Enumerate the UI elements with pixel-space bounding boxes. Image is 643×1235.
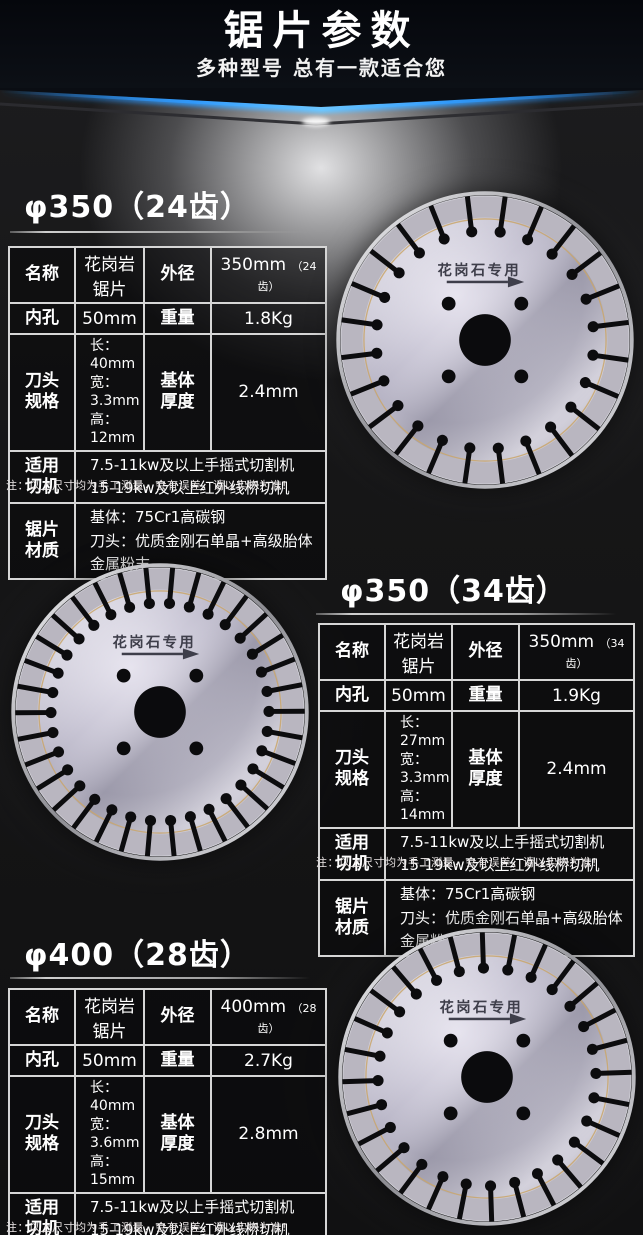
table-row: 名称 花岗岩锯片 外径 400mm （28齿）: [8, 988, 327, 1046]
thickness-label: 基体 厚度: [451, 710, 520, 829]
head-spec-values: 长：27mm 宽：3.3mm 高：14mm: [384, 710, 453, 829]
material-label: 锯片 材质: [8, 502, 76, 581]
thickness-value: 2.4mm: [210, 333, 327, 452]
name-label: 名称: [8, 246, 76, 304]
material-values: 基体：75Cr1高碳钢 刀头：优质金刚石单晶+高级胎体金属粉末: [74, 502, 327, 581]
table-row: 刀头 规格 长：27mm 宽：3.3mm 高：14mm 基体 厚度 2.4mm: [318, 710, 635, 829]
name-value: 花岗岩锯片: [74, 988, 145, 1046]
table-row: 适用 切机 7.5-11kw及以上手摇式切割机 15-19kw及以上红外线桥切机: [8, 1191, 327, 1235]
bore-label: 内孔: [8, 302, 76, 335]
section1-note: 注：以上尺寸均为手工测量，会有误差，请以实物为准!: [6, 479, 287, 492]
thickness-value: 2.8mm: [210, 1075, 327, 1194]
weight-label: 重量: [143, 1044, 212, 1077]
name-value: 花岗岩锯片: [74, 246, 145, 304]
name-label: 名称: [8, 988, 76, 1046]
material-label: 锯片 材质: [318, 879, 386, 958]
head-spec-values: 长：40mm 宽：3.6mm 高：15mm: [74, 1075, 145, 1194]
bore-value: 50mm: [384, 679, 453, 712]
table-row: 刀头 规格 长：40mm 宽：3.3mm 高：12mm 基体 厚度 2.4mm: [8, 333, 327, 452]
page-title: 锯片参数: [223, 8, 420, 54]
table-row: 内孔 50mm 重量 1.9Kg: [318, 679, 635, 712]
table-row: 适用 切机 7.5-11kw及以上手摇式切割机 15-19kw及以上红外线桥切机: [8, 449, 327, 505]
outer-diameter-label: 外径: [143, 246, 212, 304]
table-row: 适用 切机 7.5-11kw及以上手摇式切割机 15-19kw及以上红外线桥切机: [318, 826, 635, 882]
saw-blade-image-350-24: 花岗石专用: [332, 187, 638, 493]
section3-heading: φ400（28齿）: [24, 938, 251, 973]
section1-heading-underline: [10, 231, 310, 233]
section1-heading: φ350（24齿）: [24, 190, 251, 225]
weight-value: 1.8Kg: [210, 302, 327, 335]
section2-spec-table: 名称 花岗岩锯片 外径 350mm （34齿） 内孔 50mm 重量 1.9Kg…: [318, 623, 635, 958]
head-spec-label: 刀头 规格: [8, 1075, 76, 1194]
machine-values: 7.5-11kw及以上手摇式切割机 15-19kw及以上红外线桥切机: [384, 826, 635, 882]
weight-label: 重量: [143, 302, 212, 335]
machine-values: 7.5-11kw及以上手摇式切割机 15-19kw及以上红外线桥切机: [74, 1191, 327, 1235]
bore-label: 内孔: [8, 1044, 76, 1077]
table-row: 内孔 50mm 重量 1.8Kg: [8, 302, 327, 335]
section3-spec-table: 名称 花岗岩锯片 外径 400mm （28齿） 内孔 50mm 重量 2.7Kg…: [8, 988, 327, 1235]
teeth-suffix: （28齿）: [257, 1002, 317, 1035]
svg-text:花岗石专用: 花岗石专用: [112, 633, 196, 651]
saw-blade-image-400-28: 花岗石专用: [334, 924, 640, 1230]
page-subtitle: 多种型号 总有一款适合您: [196, 56, 447, 80]
thickness-label: 基体 厚度: [143, 333, 212, 452]
machine-label: 适用 切机: [8, 449, 76, 505]
machine-label: 适用 切机: [8, 1191, 76, 1235]
table-row: 名称 花岗岩锯片 外径 350mm （24齿）: [8, 246, 327, 304]
name-value: 花岗岩锯片: [384, 623, 453, 681]
weight-label: 重量: [451, 679, 520, 712]
weight-value: 2.7Kg: [210, 1044, 327, 1077]
page-header: 锯片参数 多种型号 总有一款适合您: [0, 0, 643, 88]
head-spec-values: 长：40mm 宽：3.3mm 高：12mm: [74, 333, 145, 452]
bore-value: 50mm: [74, 1044, 145, 1077]
bore-label: 内孔: [318, 679, 386, 712]
table-row: 锯片 材质 基体：75Cr1高碳钢 刀头：优质金刚石单晶+高级胎体金属粉末: [8, 502, 327, 581]
outer-diameter-value: 350mm （24齿）: [210, 246, 327, 304]
svg-text:花岗石专用: 花岗石专用: [439, 998, 523, 1016]
thickness-label: 基体 厚度: [143, 1075, 212, 1194]
bore-value: 50mm: [74, 302, 145, 335]
table-row: 名称 花岗岩锯片 外径 350mm （34齿）: [318, 623, 635, 681]
section2-heading: φ350（34齿）: [340, 574, 567, 609]
outer-diameter-label: 外径: [451, 623, 520, 681]
section2-note: 注：以上尺寸均为手工测量，会有误差，请以实物为准!: [316, 856, 597, 869]
section3-note: 注：以上尺寸均为手工测量，会有误差，请以实物为准!: [6, 1221, 287, 1234]
chevron-divider-decoration: [0, 88, 643, 127]
table-row: 刀头 规格 长：40mm 宽：3.6mm 高：15mm 基体 厚度 2.8mm: [8, 1075, 327, 1194]
outer-diameter-value: 400mm （28齿）: [210, 988, 327, 1046]
svg-text:花岗石专用: 花岗石专用: [437, 261, 521, 279]
outer-diameter-label: 外径: [143, 988, 212, 1046]
section1-spec-table: 名称 花岗岩锯片 外径 350mm （24齿） 内孔 50mm 重量 1.8Kg…: [8, 246, 327, 581]
head-spec-label: 刀头 规格: [318, 710, 386, 829]
thickness-value: 2.4mm: [518, 710, 635, 829]
outer-diameter-value: 350mm （34齿）: [518, 623, 635, 681]
table-row: 内孔 50mm 重量 2.7Kg: [8, 1044, 327, 1077]
saw-blade-image-350-34: 花岗石专用: [7, 559, 313, 865]
section3-heading-underline: [10, 977, 310, 979]
teeth-suffix: （34齿）: [565, 637, 625, 670]
section2-heading-underline: [316, 613, 616, 615]
teeth-suffix: （24齿）: [257, 260, 317, 293]
weight-value: 1.9Kg: [518, 679, 635, 712]
name-label: 名称: [318, 623, 386, 681]
machine-values: 7.5-11kw及以上手摇式切割机 15-19kw及以上红外线桥切机: [74, 449, 327, 505]
head-spec-label: 刀头 规格: [8, 333, 76, 452]
machine-label: 适用 切机: [318, 826, 386, 882]
